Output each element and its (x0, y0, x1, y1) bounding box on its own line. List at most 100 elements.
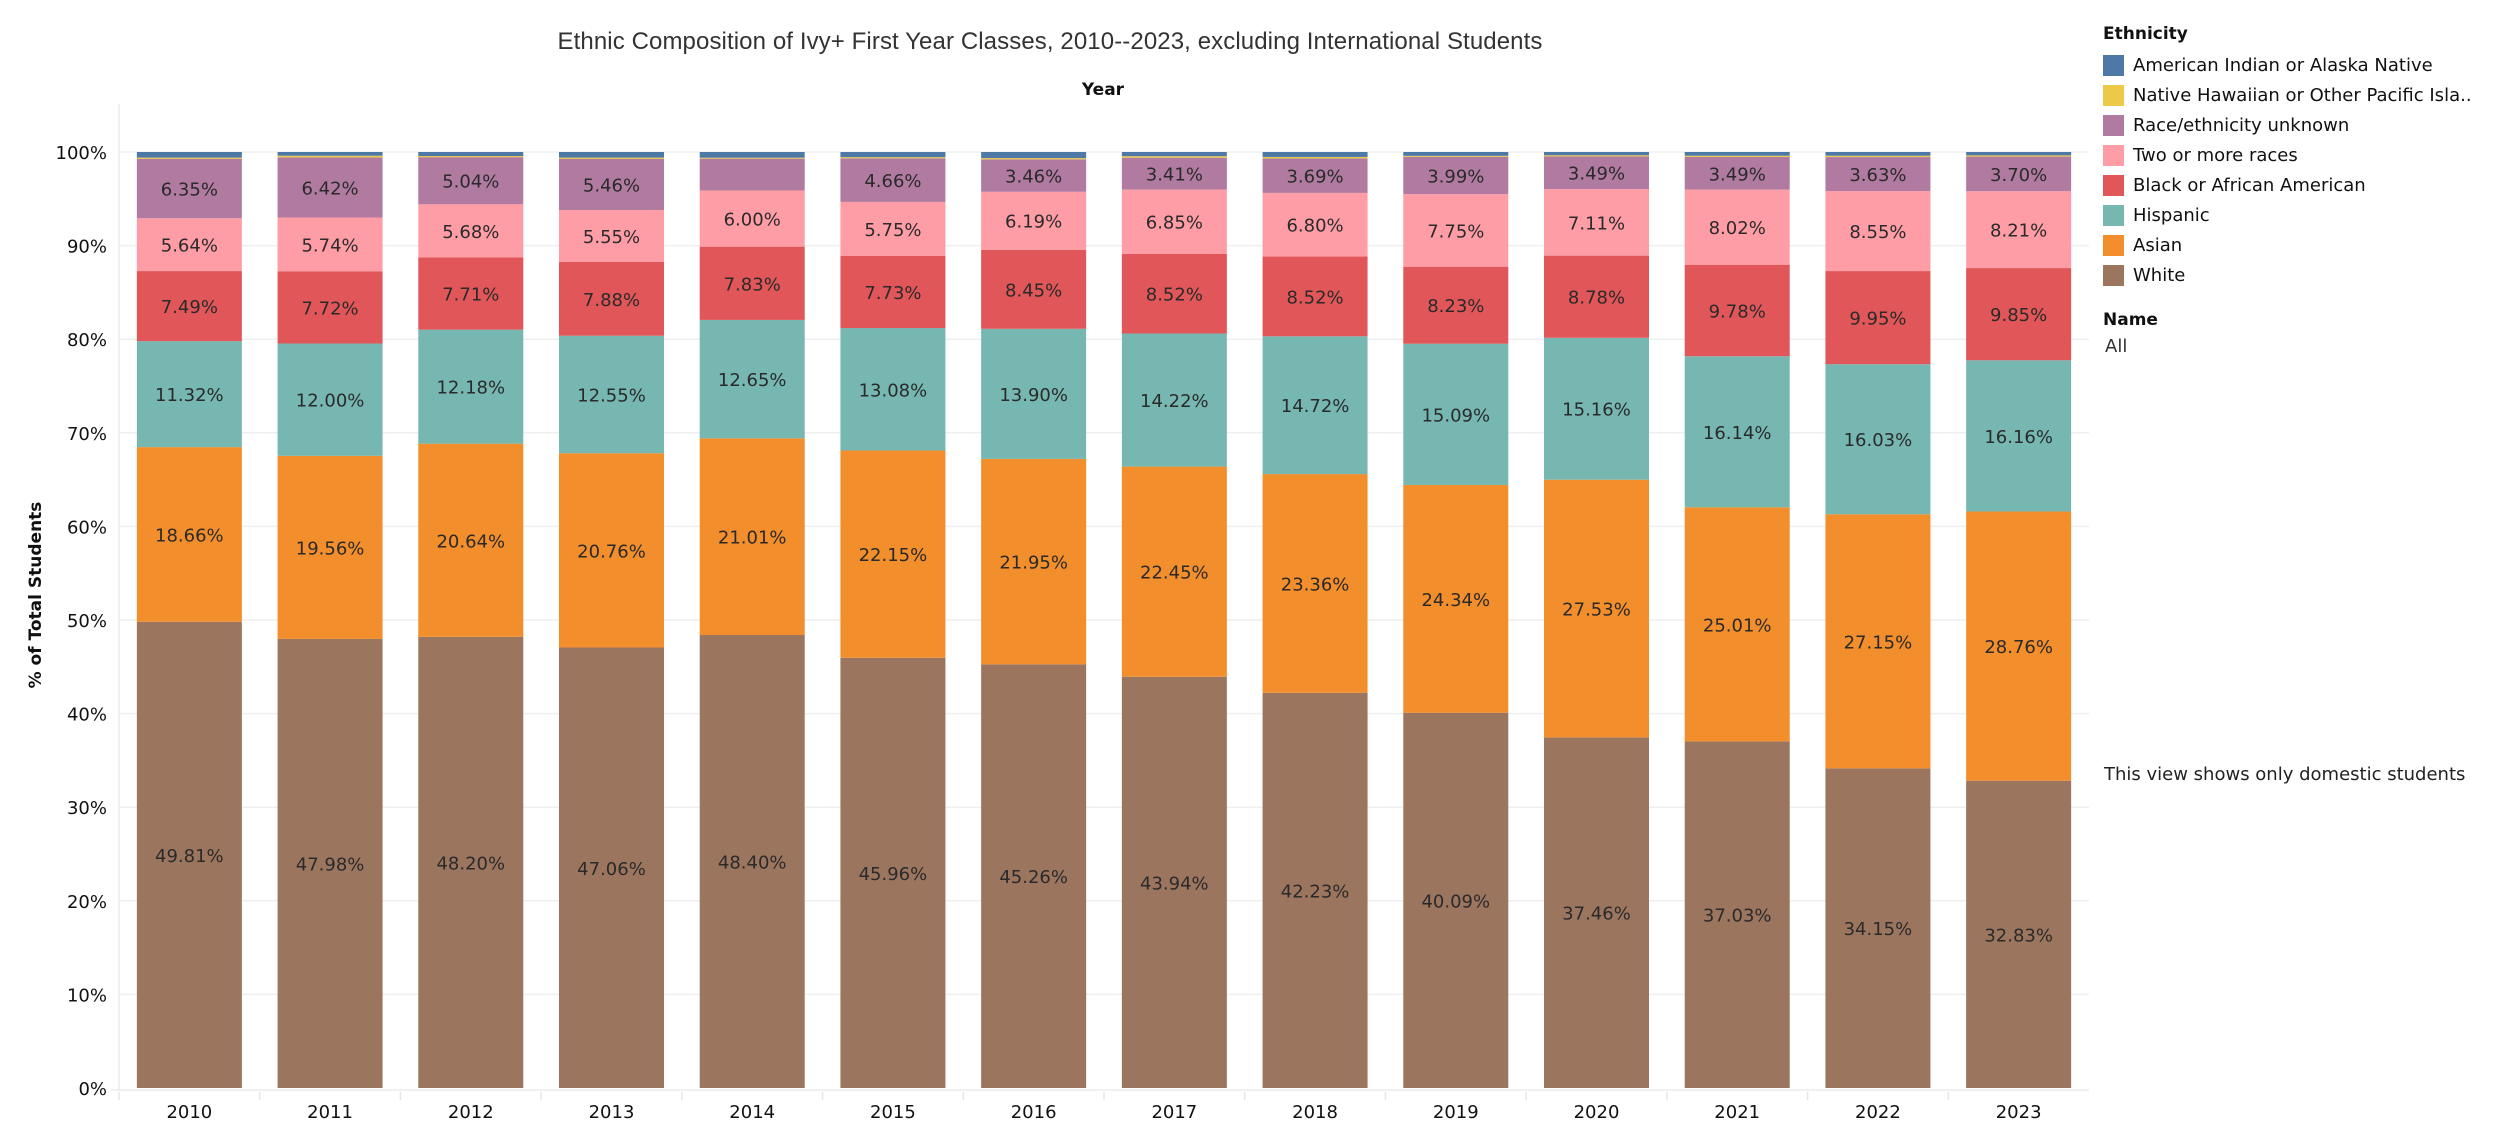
x-tick-label: 2011 (307, 1102, 353, 1123)
bar-segment-asian (1684, 507, 1790, 742)
bar-segment-native-hawaiian-or-other-pacific-islander (418, 156, 524, 158)
bar-segment-hispanic (1121, 333, 1227, 467)
x-tick-label: 2018 (1292, 1102, 1338, 1123)
y-tick-label: 10% (67, 985, 107, 1006)
legend-swatch (2103, 204, 2124, 226)
data-label: 3.63% (1849, 165, 1906, 186)
name-filter-title: Name (2103, 310, 2158, 330)
data-label: 9.95% (1849, 309, 1906, 330)
bar-segment-white (136, 621, 242, 1088)
bar-segment-hispanic (418, 329, 524, 444)
bar-segment-two-or-more-races (418, 204, 524, 258)
bar-segment-two-or-more-races (1121, 189, 1227, 254)
bar-segment-native-hawaiian-or-other-pacific-islander (840, 157, 946, 159)
data-label: 3.41% (1146, 165, 1203, 186)
data-label: 11.32% (155, 385, 224, 406)
y-tick-label: 40% (67, 705, 107, 726)
y-tick-label: 0% (78, 1079, 107, 1100)
data-label: 19.56% (296, 538, 365, 559)
bar-segment-race-ethnicity-unknown (1684, 156, 1790, 190)
bar-segment-race-ethnicity-unknown (559, 158, 664, 211)
legend-item[interactable]: Native Hawaiian or Other Pacific Isla.. (2103, 80, 2472, 110)
bar-segment-asian (1403, 484, 1509, 713)
bar-segment-race-ethnicity-unknown (136, 158, 242, 219)
x-tick-label: 2015 (870, 1102, 916, 1123)
bar-segment-black-or-african-american (1544, 255, 1649, 338)
bar-segment-white (277, 638, 383, 1088)
bar-segment-two-or-more-races (1262, 192, 1368, 257)
legend-swatch (2103, 84, 2124, 106)
data-label: 21.95% (999, 553, 1068, 574)
bar-segment-native-hawaiian-or-other-pacific-islander (277, 155, 383, 158)
bar-segment-white (699, 634, 805, 1088)
bar-segment-native-hawaiian-or-other-pacific-islander (1403, 155, 1509, 157)
bar-segment-hispanic (1262, 336, 1368, 475)
bar-segment-two-or-more-races (1825, 191, 1931, 272)
bar-segment-race-ethnicity-unknown (699, 158, 805, 191)
bar-segment-american-indian-or-alaska-native (1121, 152, 1227, 157)
data-label: 21.01% (718, 528, 787, 549)
data-label: 7.72% (301, 298, 358, 319)
bar-segment-white (1825, 768, 1931, 1088)
bar-segment-native-hawaiian-or-other-pacific-islander (699, 157, 805, 159)
x-tick-label: 2016 (1011, 1102, 1057, 1123)
legend-item[interactable]: Race/ethnicity unknown (2103, 110, 2472, 140)
name-filter-value[interactable]: All (2105, 336, 2128, 357)
data-label: 3.46% (1005, 167, 1062, 188)
x-tick-label: 2019 (1433, 1102, 1479, 1123)
bar-segment-hispanic (840, 328, 946, 451)
legend-item[interactable]: Black or African American (2103, 170, 2472, 200)
bar-segment-two-or-more-races (277, 217, 383, 272)
bar-segment-hispanic (1403, 343, 1509, 485)
stacked-bar-chart: 49.81% 18.66% 11.32% 7.49% 5.64% 6.35% 47.98% 1… (56, 104, 2089, 1123)
bar-segment-asian (981, 458, 1087, 665)
bar-segment-asian (1544, 479, 1649, 738)
data-label: 14.22% (1140, 391, 1209, 412)
bar-segment-asian (1825, 514, 1931, 769)
data-label: 3.49% (1709, 164, 1766, 185)
y-tick-label: 20% (67, 892, 107, 913)
legend-item[interactable]: Asian (2103, 230, 2472, 260)
bar-segment-native-hawaiian-or-other-pacific-islander (981, 158, 1087, 160)
bar-segment-hispanic (559, 335, 664, 454)
legend-item[interactable]: Hispanic (2103, 200, 2472, 230)
x-tick-label: 2021 (1714, 1102, 1760, 1123)
data-label: 25.01% (1703, 615, 1772, 636)
data-label: 20.64% (436, 531, 505, 552)
data-label: 40.09% (1421, 891, 1490, 912)
data-label: 15.16% (1562, 400, 1631, 421)
legend-label: Race/ethnicity unknown (2133, 114, 2350, 136)
bar-segment-black-or-african-american (1966, 268, 2072, 361)
bar-segment-race-ethnicity-unknown (1544, 156, 1649, 190)
data-label: 20.76% (577, 541, 646, 562)
bar-segment-american-indian-or-alaska-native (1262, 152, 1368, 157)
legend-item[interactable]: American Indian or Alaska Native (2103, 50, 2472, 80)
annotation-text: This view shows only domestic students (2104, 764, 2466, 785)
x-axis-header: Year (1081, 80, 1125, 100)
data-label: 8.02% (1709, 218, 1766, 239)
data-label: 27.53% (1562, 600, 1631, 621)
data-label: 7.71% (442, 285, 499, 306)
bar-segment-hispanic (1966, 360, 2072, 512)
bar-segment-black-or-african-american (277, 271, 383, 344)
bar-segment-two-or-more-races (1403, 194, 1509, 267)
x-axis: 2010 2011 2012 2013 2014 2015 2016 2017 2018 2019… (118, 1092, 2042, 1123)
bar-segment-american-indian-or-alaska-native (699, 152, 805, 158)
bar-segment-american-indian-or-alaska-native (1544, 152, 1649, 156)
x-tick-label: 2022 (1855, 1102, 1901, 1123)
bar-segment-black-or-african-american (840, 255, 946, 329)
legend-item[interactable]: White (2103, 260, 2472, 290)
data-label: 45.96% (859, 864, 928, 885)
data-label: 5.74% (301, 235, 358, 256)
data-label: 48.40% (718, 852, 787, 873)
legend-item[interactable]: Two or more races (2103, 140, 2472, 170)
data-label: 3.49% (1568, 164, 1625, 185)
data-label: 3.70% (1990, 165, 2047, 186)
x-tick-label: 2013 (589, 1102, 635, 1123)
data-label: 32.83% (1984, 925, 2053, 946)
y-tick-label: 70% (67, 424, 107, 445)
data-label: 9.78% (1709, 301, 1766, 322)
bar-segment-white (981, 664, 1087, 1088)
data-label: 8.21% (1990, 221, 2047, 242)
bar-segment-two-or-more-races (1684, 189, 1790, 265)
